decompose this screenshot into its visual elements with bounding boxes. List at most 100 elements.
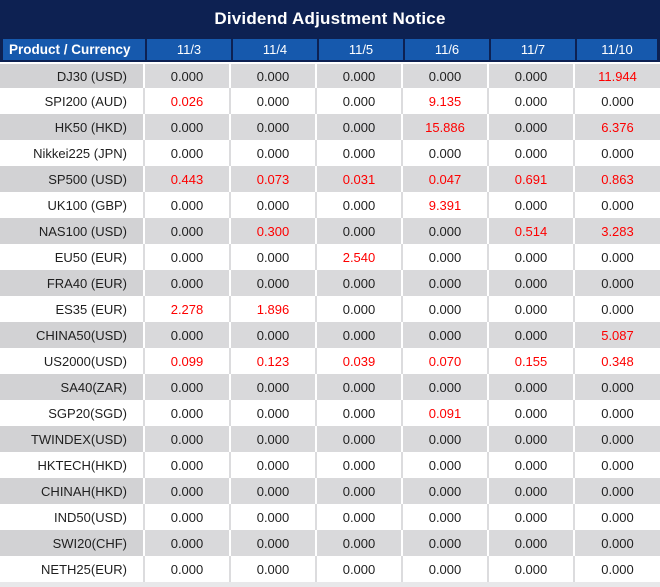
value-cell: 0.000 <box>145 478 231 504</box>
value-cell: 0.000 <box>317 192 403 218</box>
product-cell: TWINDEX(USD) <box>0 426 145 452</box>
product-cell: ES35 (EUR) <box>0 296 145 322</box>
value-cell: 0.000 <box>145 140 231 166</box>
value-cell: 0.000 <box>403 452 489 478</box>
value-cell: 0.070 <box>403 348 489 374</box>
table-row: CHINA50(USD) 0.000 0.000 0.000 0.000 0.000 5.0… <box>0 322 660 348</box>
value-cell: 0.000 <box>575 88 660 114</box>
value-cell: 0.000 <box>489 400 575 426</box>
table-row: HKTECH(HKD) 0.000 0.000 0.000 0.000 0.000 0.00… <box>0 452 660 478</box>
value-cell: 0.000 <box>575 244 660 270</box>
value-cell: 0.000 <box>317 556 403 582</box>
value-cell: 0.000 <box>145 218 231 244</box>
value-cell: 0.000 <box>145 452 231 478</box>
product-cell: CHINAH(HKD) <box>0 478 145 504</box>
value-cell: 0.000 <box>231 452 317 478</box>
value-cell: 0.026 <box>145 88 231 114</box>
value-cell: 0.000 <box>145 374 231 400</box>
column-header-date: 11/10 <box>575 37 660 62</box>
product-cell: US2000(USD) <box>0 348 145 374</box>
value-cell: 0.000 <box>403 504 489 530</box>
value-cell: 5.087 <box>575 322 660 348</box>
table-row: HK50 (HKD) 0.000 0.000 0.000 15.886 0.000 6.37… <box>0 114 660 140</box>
value-cell: 0.000 <box>317 218 403 244</box>
value-cell: 0.000 <box>489 374 575 400</box>
table-row: Nikkei225 (JPN) 0.000 0.000 0.000 0.000 0.000… <box>0 140 660 166</box>
product-cell: HKTECH(HKD) <box>0 452 145 478</box>
value-cell: 0.000 <box>231 400 317 426</box>
value-cell: 0.099 <box>145 348 231 374</box>
page-title: Dividend Adjustment Notice <box>214 8 446 28</box>
value-cell: 0.000 <box>403 218 489 244</box>
value-cell: 0.000 <box>317 322 403 348</box>
value-cell: 0.000 <box>489 556 575 582</box>
value-cell: 0.000 <box>145 192 231 218</box>
value-cell: 0.031 <box>317 166 403 192</box>
table-row: TWINDEX(USD) 0.000 0.000 0.000 0.000 0.000 0.0… <box>0 426 660 452</box>
value-cell: 0.000 <box>403 322 489 348</box>
value-cell: 0.000 <box>403 426 489 452</box>
value-cell: 0.000 <box>145 270 231 296</box>
value-cell: 0.300 <box>231 218 317 244</box>
value-cell: 0.000 <box>231 140 317 166</box>
product-cell: FRA40 (EUR) <box>0 270 145 296</box>
table-row: NETH25(EUR) 0.000 0.000 0.000 0.000 0.000 0.00… <box>0 556 660 582</box>
product-cell: EU50 (EUR) <box>0 244 145 270</box>
bottom-row-sliver <box>0 582 660 587</box>
value-cell: 0.000 <box>575 478 660 504</box>
product-cell: CHINA50(USD) <box>0 322 145 348</box>
table-header: Product / Currency 11/3 11/4 11/5 11/6 11/7 11… <box>0 37 660 62</box>
product-cell: Nikkei225 (JPN) <box>0 140 145 166</box>
value-cell: 0.000 <box>489 322 575 348</box>
value-cell: 0.000 <box>145 504 231 530</box>
value-cell: 0.000 <box>403 478 489 504</box>
value-cell: 0.000 <box>489 478 575 504</box>
column-header-date: 11/5 <box>317 37 403 62</box>
value-cell: 0.514 <box>489 218 575 244</box>
product-cell: SWI20(CHF) <box>0 530 145 556</box>
product-cell: SA40(ZAR) <box>0 374 145 400</box>
value-cell: 0.000 <box>317 426 403 452</box>
product-cell: DJ30 (USD) <box>0 62 145 88</box>
value-cell: 0.000 <box>575 426 660 452</box>
product-cell: NETH25(EUR) <box>0 556 145 582</box>
value-cell: 0.000 <box>317 478 403 504</box>
value-cell: 0.000 <box>145 322 231 348</box>
table-row: IND50(USD) 0.000 0.000 0.000 0.000 0.000 0.000 <box>0 504 660 530</box>
value-cell: 0.000 <box>231 530 317 556</box>
value-cell: 0.000 <box>145 62 231 88</box>
value-cell: 0.155 <box>489 348 575 374</box>
value-cell: 0.443 <box>145 166 231 192</box>
value-cell: 0.047 <box>403 166 489 192</box>
value-cell: 0.000 <box>489 192 575 218</box>
column-header-date: 11/6 <box>403 37 489 62</box>
value-cell: 9.135 <box>403 88 489 114</box>
value-cell: 0.000 <box>575 192 660 218</box>
value-cell: 0.000 <box>145 426 231 452</box>
table-row: FRA40 (EUR) 0.000 0.000 0.000 0.000 0.000 0.00… <box>0 270 660 296</box>
value-cell: 0.000 <box>317 296 403 322</box>
header-row: Product / Currency 11/3 11/4 11/5 11/6 11/7 11… <box>0 37 660 62</box>
value-cell: 0.000 <box>317 140 403 166</box>
value-cell: 0.000 <box>145 244 231 270</box>
value-cell: 0.000 <box>317 452 403 478</box>
table-row: UK100 (GBP) 0.000 0.000 0.000 9.391 0.000 0.00… <box>0 192 660 218</box>
value-cell: 0.000 <box>575 556 660 582</box>
column-header-date: 11/3 <box>145 37 231 62</box>
product-cell: SPI200 (AUD) <box>0 88 145 114</box>
value-cell: 0.863 <box>575 166 660 192</box>
value-cell: 0.000 <box>403 244 489 270</box>
value-cell: 0.091 <box>403 400 489 426</box>
value-cell: 2.278 <box>145 296 231 322</box>
product-cell: UK100 (GBP) <box>0 192 145 218</box>
value-cell: 9.391 <box>403 192 489 218</box>
value-cell: 0.123 <box>231 348 317 374</box>
value-cell: 0.000 <box>489 114 575 140</box>
table-row: DJ30 (USD) 0.000 0.000 0.000 0.000 0.000 11.94… <box>0 62 660 88</box>
value-cell: 0.000 <box>317 504 403 530</box>
table-row: US2000(USD) 0.099 0.123 0.039 0.070 0.155 0.34… <box>0 348 660 374</box>
value-cell: 0.000 <box>575 530 660 556</box>
value-cell: 0.000 <box>403 556 489 582</box>
table-row: EU50 (EUR) 0.000 0.000 2.540 0.000 0.000 0.000 <box>0 244 660 270</box>
value-cell: 0.000 <box>231 88 317 114</box>
